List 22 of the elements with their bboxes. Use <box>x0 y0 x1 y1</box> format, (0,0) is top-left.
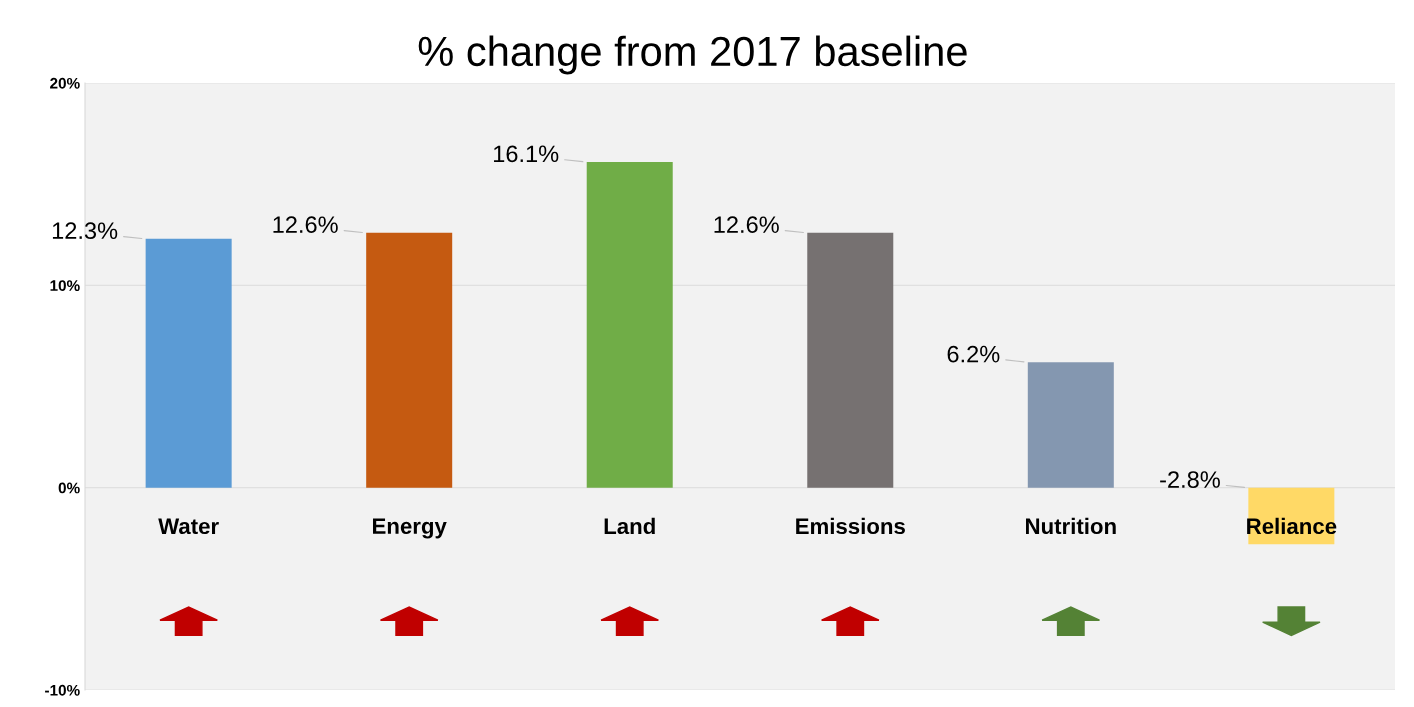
x-tick-label: Land <box>604 517 655 535</box>
y-tick-label: 20% <box>50 77 80 89</box>
chart-title: % change from 2017 baseline <box>418 35 967 75</box>
data-label: 12.3% <box>52 222 118 240</box>
x-tick-label: Energy <box>373 518 447 539</box>
x-tick-label: Reliance <box>1247 517 1337 535</box>
bar <box>586 161 673 488</box>
data-label: 12.6% <box>273 216 338 233</box>
data-label: 12.6% <box>714 216 779 233</box>
data-label: 16.1% <box>494 145 559 163</box>
bar <box>366 232 453 488</box>
x-tick-label: Water <box>158 518 219 535</box>
data-label: 6.2% <box>947 345 1000 363</box>
bar <box>1027 362 1114 488</box>
bar <box>145 238 232 488</box>
x-tick-label: Emissions <box>796 517 905 535</box>
data-label: -2.8% <box>1160 471 1220 488</box>
y-tick-label: 10% <box>50 280 80 292</box>
y-tick-label: 0% <box>58 482 80 494</box>
bar <box>807 232 894 488</box>
y-tick-label: -10% <box>45 684 80 696</box>
x-tick-label: Nutrition <box>1026 517 1116 535</box>
